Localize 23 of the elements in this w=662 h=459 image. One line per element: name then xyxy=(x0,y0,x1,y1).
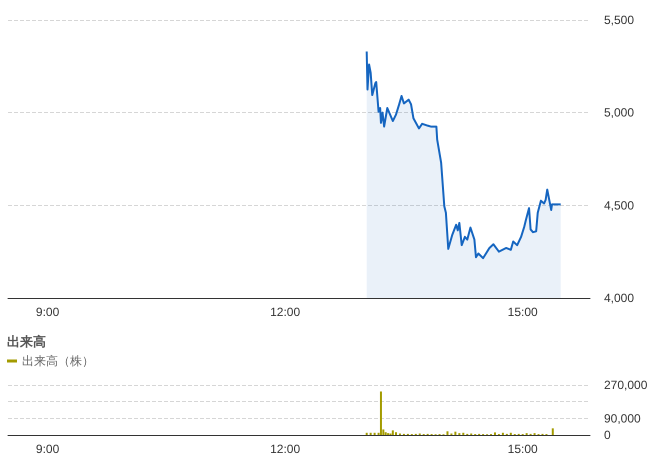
y-tick-label: 4,000 xyxy=(604,291,634,305)
bar xyxy=(446,431,448,435)
y-tick-label: 5,500 xyxy=(604,13,634,27)
bar xyxy=(552,428,554,435)
legend-label: 出来高（株） xyxy=(22,354,94,368)
bar xyxy=(392,430,394,435)
x-tick-label: 15:00 xyxy=(508,305,538,319)
bar xyxy=(454,432,456,435)
x-tick-label: 9:00 xyxy=(36,305,60,319)
y-tick-label: 0 xyxy=(604,428,611,442)
y-tick-label: 270,000 xyxy=(604,378,648,392)
chart-title: 出来高 xyxy=(7,334,46,349)
bar xyxy=(395,432,397,435)
y-tick-label: 90,000 xyxy=(604,411,642,426)
y-tick-label: 4,500 xyxy=(604,198,634,212)
bar xyxy=(380,391,382,435)
y-tick-label: 5,000 xyxy=(604,106,634,120)
x-tick-label: 9:00 xyxy=(36,442,60,456)
bar xyxy=(494,432,496,435)
x-tick-label: 12:00 xyxy=(270,442,300,456)
x-tick-label: 12:00 xyxy=(270,305,300,319)
bar xyxy=(384,432,387,435)
x-tick-label: 15:00 xyxy=(508,442,538,456)
